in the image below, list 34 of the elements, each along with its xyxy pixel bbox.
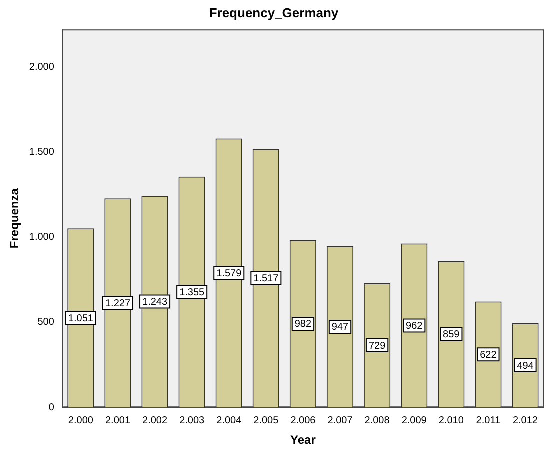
data-label: 859 [443, 330, 460, 341]
x-tick-label: 2.010 [438, 415, 464, 426]
data-label: 494 [517, 360, 534, 372]
x-axis-title: Year [290, 433, 316, 448]
y-axis-title: Frequenza [8, 188, 22, 249]
data-label: 947 [332, 322, 350, 334]
x-tick-label: 2.003 [180, 415, 206, 426]
y-tick-label: 1.000 [29, 232, 55, 244]
y-tick-label: 1.500 [29, 146, 55, 158]
x-tick-label: 2.001 [105, 415, 131, 426]
x-tick-label: 2.004 [216, 415, 242, 426]
y-tick-label: 500 [38, 317, 55, 328]
data-label: 962 [406, 320, 424, 332]
x-tick-label: 2.000 [68, 415, 94, 426]
x-tick-label: 2.007 [328, 415, 354, 426]
chart-title: Frequency_Germany [209, 5, 340, 20]
data-label: 1.243 [142, 297, 168, 308]
x-tick-label: 2.008 [364, 415, 390, 426]
x-tick-label: 2.012 [512, 415, 538, 426]
data-label: 1.227 [105, 298, 131, 310]
data-label: 1.051 [68, 313, 94, 324]
x-tick-label: 2.006 [290, 415, 316, 426]
y-tick-label: 0 [48, 402, 55, 414]
x-tick-label: 2.011 [476, 415, 502, 426]
data-label: 1.355 [180, 287, 206, 298]
data-label: 982 [294, 319, 312, 330]
data-label: 1.579 [216, 268, 242, 280]
data-label: 1.517 [254, 274, 280, 285]
data-label: 622 [480, 350, 498, 361]
x-tick-label: 2.005 [254, 415, 280, 426]
y-tick-label: 2.000 [29, 62, 55, 73]
data-label: 729 [368, 340, 386, 352]
x-tick-label: 2.009 [402, 415, 428, 426]
x-tick-label: 2.002 [142, 415, 168, 426]
